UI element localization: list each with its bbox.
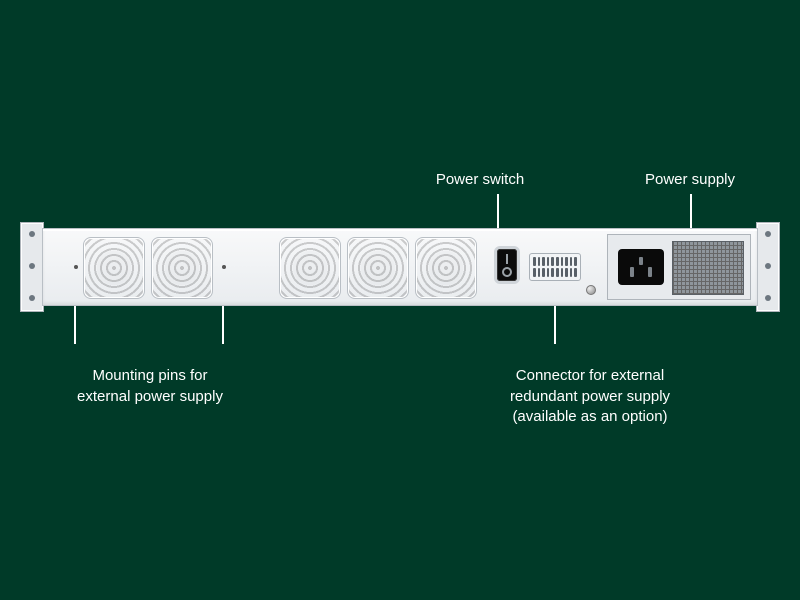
ear-hole xyxy=(765,295,771,301)
iec-inlet xyxy=(618,249,664,285)
label-mounting-pins: Mounting pins for external power supply xyxy=(40,346,260,407)
label-power-switch-text: Power switch xyxy=(436,171,524,188)
fan-vent xyxy=(83,237,145,299)
leader-mounting-pin-1 xyxy=(74,306,76,344)
ear-hole xyxy=(765,231,771,237)
ear-hole xyxy=(29,295,35,301)
chassis xyxy=(42,228,758,306)
fan-vent xyxy=(151,237,213,299)
device-rear xyxy=(20,228,780,306)
ear-hole xyxy=(765,263,771,269)
label-mounting-pins-text: Mounting pins for external power supply xyxy=(77,367,223,404)
leader-power-switch xyxy=(497,194,499,228)
psu-vent-grid xyxy=(672,241,744,295)
rack-ear-right xyxy=(756,222,780,312)
label-power-switch: Power switch xyxy=(410,170,550,190)
diagram-canvas: Power switch Power supply xyxy=(0,0,800,600)
redundant-psu-connector xyxy=(529,253,581,281)
mounting-pin xyxy=(222,265,226,269)
connector-screw xyxy=(586,285,596,295)
label-connector-text: Connector for external redundant power s… xyxy=(510,367,670,425)
rack-ear-left xyxy=(20,222,44,312)
ear-hole xyxy=(29,231,35,237)
label-power-supply-text: Power supply xyxy=(645,171,735,188)
leader-power-supply xyxy=(690,194,692,228)
power-switch xyxy=(497,249,517,281)
fan-vent xyxy=(347,237,409,299)
fan-vent xyxy=(415,237,477,299)
fan-vent xyxy=(279,237,341,299)
label-power-supply: Power supply xyxy=(600,170,780,190)
leader-connector xyxy=(554,306,556,344)
leader-mounting-pin-2 xyxy=(222,306,224,344)
ear-hole xyxy=(29,263,35,269)
psu-module xyxy=(607,234,751,300)
label-connector: Connector for external redundant power s… xyxy=(450,346,730,427)
mounting-pin xyxy=(74,265,78,269)
